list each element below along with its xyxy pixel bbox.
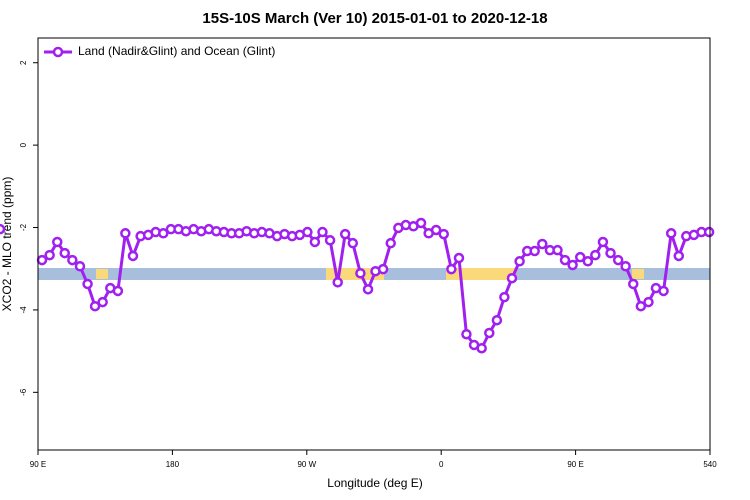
data-point — [309, 236, 321, 248]
data-point — [597, 236, 609, 248]
data-point — [673, 250, 685, 262]
x-tick-label: 540 — [703, 460, 717, 469]
data-point — [120, 228, 131, 239]
data-point — [514, 256, 525, 267]
plot-area — [0, 217, 715, 354]
data-point — [476, 342, 487, 354]
data-point — [82, 278, 93, 290]
data-point — [74, 260, 86, 272]
data-point — [453, 252, 465, 264]
land-band — [96, 269, 108, 279]
data-point — [643, 296, 654, 308]
data-point — [612, 254, 624, 266]
data-point — [385, 237, 396, 249]
data-point — [339, 228, 351, 240]
data-point — [430, 224, 442, 236]
data-point — [324, 235, 336, 246]
data-point — [703, 226, 715, 238]
y-tick-label: -6 — [19, 388, 28, 396]
x-tick-label: 90 E — [567, 460, 583, 469]
data-point — [559, 254, 571, 266]
y-axis-label: XCO2 - MLO trend (ppm) — [0, 177, 14, 312]
data-point — [635, 300, 647, 312]
legend-marker — [52, 46, 64, 58]
x-axis-label: Longitude (deg E) — [327, 476, 422, 490]
data-point — [620, 260, 631, 272]
y-tick-label: -4 — [19, 306, 28, 314]
x-tick-label: 180 — [166, 460, 180, 469]
x-tick-label: 90 E — [30, 460, 46, 469]
data-point — [377, 263, 389, 275]
land-band — [446, 268, 516, 280]
data-point — [67, 254, 78, 266]
data-point — [567, 259, 578, 271]
data-point — [665, 228, 677, 239]
data-point — [552, 244, 563, 256]
series-line — [41, 221, 710, 350]
data-point — [44, 249, 55, 261]
data-point — [658, 285, 669, 297]
data-point — [446, 263, 457, 275]
y-tick-label: 2 — [19, 60, 28, 65]
land-band — [632, 269, 644, 279]
data-point — [499, 291, 510, 303]
chart-title: 15S-10S March (Ver 10) 2015-01-01 to 202… — [202, 10, 547, 27]
data-point — [484, 327, 495, 339]
data-point — [158, 228, 169, 239]
data-point — [627, 278, 639, 290]
data-point — [506, 272, 518, 284]
data-point — [36, 254, 48, 266]
data-point — [59, 247, 70, 259]
data-point — [582, 256, 594, 267]
data-point — [0, 223, 6, 235]
data-point — [590, 249, 601, 261]
x-tick-label: 0 — [439, 460, 444, 469]
data-point — [355, 268, 366, 279]
data-point — [415, 217, 427, 229]
data-point — [461, 328, 472, 340]
x-tick-label: 90 W — [297, 460, 316, 469]
data-point — [332, 277, 343, 288]
data-point — [317, 226, 328, 238]
y-tick-label: -2 — [19, 223, 28, 231]
data-point — [97, 296, 108, 308]
data-point — [574, 251, 586, 263]
data-point — [605, 247, 616, 259]
data-point — [529, 245, 540, 257]
data-point — [537, 238, 548, 250]
data-point — [89, 300, 101, 312]
data-point — [491, 314, 503, 326]
data-point — [347, 237, 359, 249]
y-tick-label: 0 — [19, 142, 28, 147]
data-point — [438, 228, 449, 240]
data-point — [127, 250, 139, 262]
data-point — [112, 285, 124, 297]
data-point — [52, 236, 63, 248]
data-point — [302, 226, 313, 238]
plot-frame — [37, 37, 711, 451]
data-point — [362, 284, 374, 295]
legend-label: Land (Nadir&Glint) and Ocean (Glint) — [78, 44, 275, 58]
